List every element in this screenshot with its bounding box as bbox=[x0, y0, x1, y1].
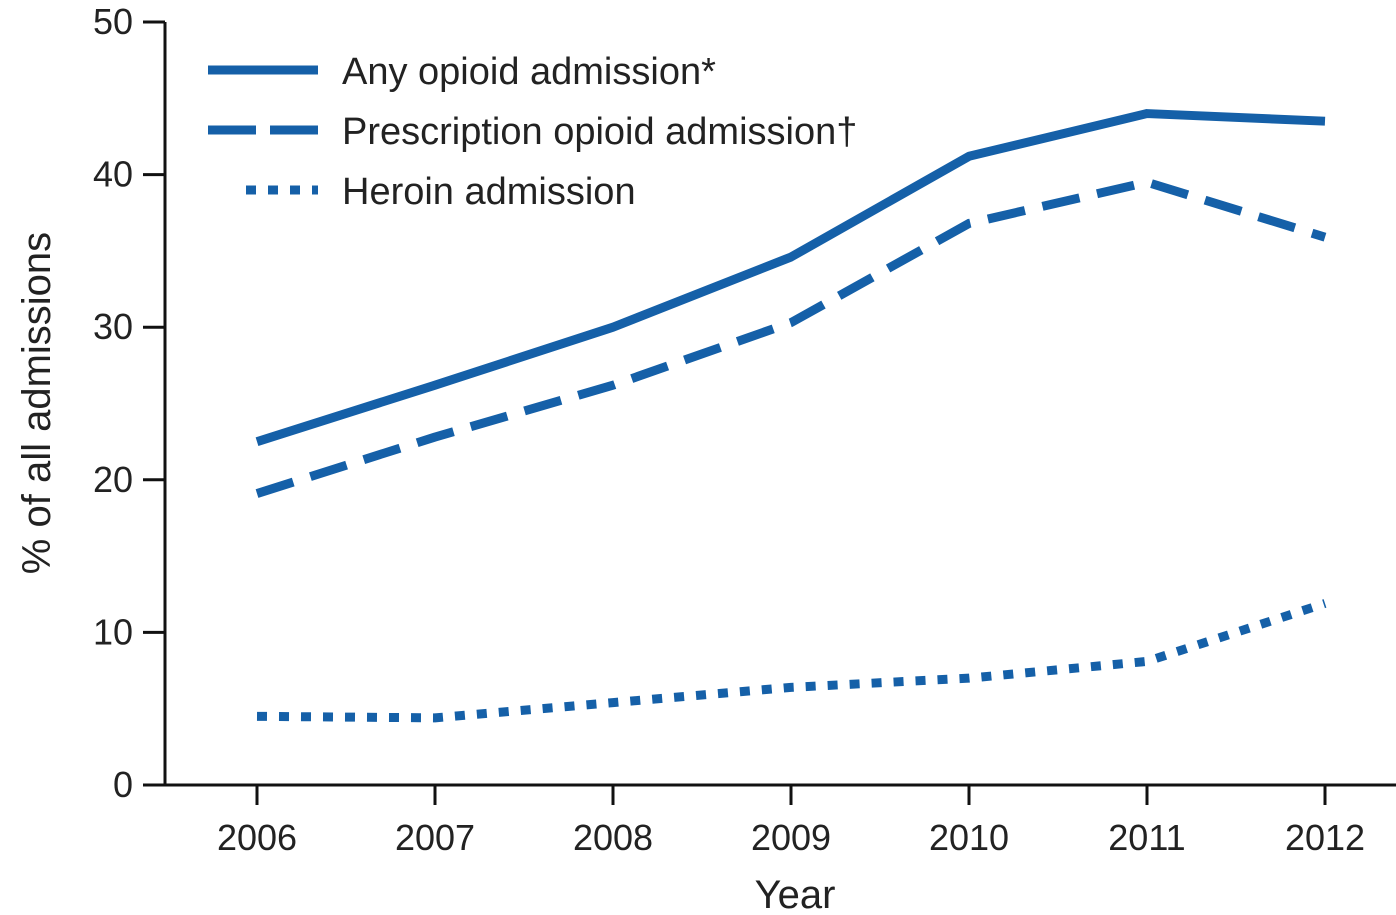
legend: Any opioid admission* Prescription opioid… bbox=[208, 51, 857, 213]
y-tick-label: 10 bbox=[93, 611, 133, 652]
x-tick-label: 2007 bbox=[395, 817, 475, 858]
series-line-dashed bbox=[255, 177, 1327, 498]
x-tick-label: 2012 bbox=[1285, 817, 1365, 858]
x-tick-label: 2008 bbox=[573, 817, 653, 858]
y-tick-label: 30 bbox=[93, 306, 133, 347]
y-axis-title: % of all admissions bbox=[15, 232, 59, 574]
x-tick-label: 2009 bbox=[751, 817, 831, 858]
x-tick-label: 2011 bbox=[1108, 817, 1185, 858]
y-tick-label: 40 bbox=[93, 154, 133, 195]
x-tick-label: 2010 bbox=[929, 817, 1009, 858]
legend-label: Heroin admission bbox=[342, 171, 636, 213]
axes: 0 10 20 30 40 50 2006 2007 2008 2009 2010 2011 2012 bbox=[93, 1, 1396, 858]
legend-label: Prescription opioid admission† bbox=[342, 111, 857, 153]
legend-label: Any opioid admission* bbox=[342, 51, 716, 93]
x-axis-title: Year bbox=[755, 873, 836, 915]
y-tick-label: 50 bbox=[93, 1, 133, 42]
series-line-dotted bbox=[256, 599, 1327, 723]
x-tick-label: 2006 bbox=[217, 817, 297, 858]
series-line-solid bbox=[255, 109, 1326, 446]
y-tick-label: 20 bbox=[93, 459, 133, 500]
y-tick-label: 0 bbox=[113, 764, 133, 805]
series-lines bbox=[255, 109, 1327, 723]
